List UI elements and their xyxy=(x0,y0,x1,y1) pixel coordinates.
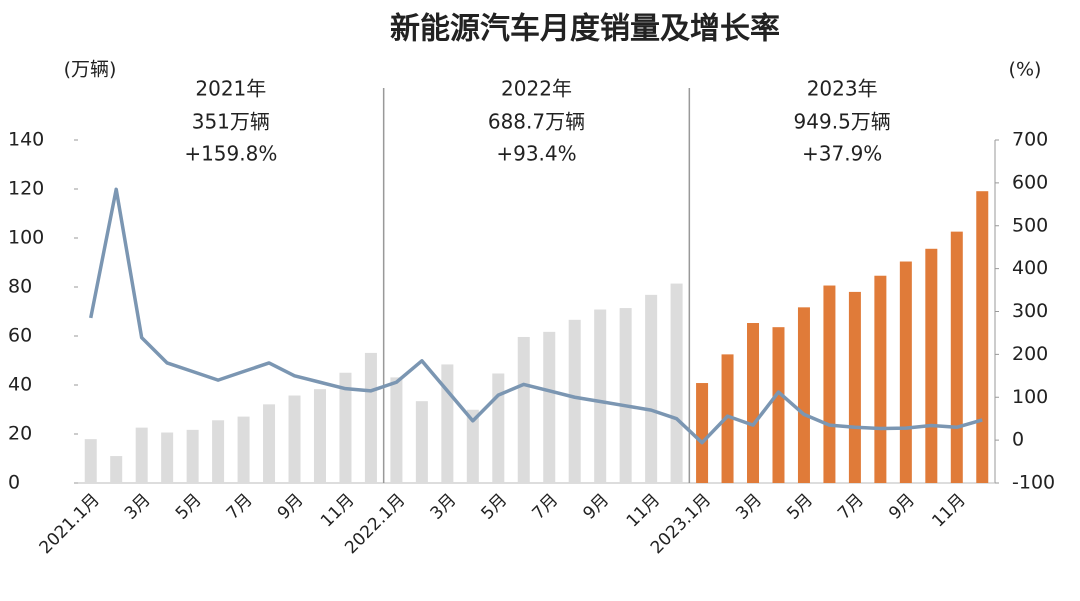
bar xyxy=(568,319,581,483)
bar xyxy=(645,294,658,483)
bar xyxy=(263,404,276,483)
annotation-year: 2021年 xyxy=(195,77,266,101)
x-tick-label: 7月 xyxy=(223,490,257,524)
y-tick-label: 140 xyxy=(8,129,44,151)
chart-title: 新能源汽车月度销量及增长率 xyxy=(390,12,780,47)
x-tick-label: 5月 xyxy=(172,490,206,524)
annotation-total: 351万辆 xyxy=(192,110,270,134)
bar xyxy=(441,364,454,483)
bar xyxy=(212,420,225,483)
bar xyxy=(466,409,479,483)
y2-tick-label: 600 xyxy=(1012,171,1048,193)
bar xyxy=(899,261,912,483)
x-tick-label: 11月 xyxy=(317,490,358,531)
y-tick-label: 100 xyxy=(8,227,44,249)
growth-line xyxy=(89,187,983,445)
x-tick-label: 3月 xyxy=(121,490,155,524)
annotation-growth: +159.8% xyxy=(184,142,277,166)
bar xyxy=(797,307,810,483)
annotation-total: 688.7万辆 xyxy=(488,110,585,134)
x-tick-label: 9月 xyxy=(274,490,308,524)
y-tick-label: 60 xyxy=(8,325,32,347)
y2-tick-label: 200 xyxy=(1012,343,1048,365)
annotation-total: 949.5万辆 xyxy=(794,110,891,134)
y-axis-unit: (万辆) xyxy=(64,59,117,81)
bar xyxy=(288,395,301,483)
bar xyxy=(517,336,530,483)
bar xyxy=(594,309,607,483)
bar xyxy=(186,429,199,483)
y-tick-label: 20 xyxy=(8,423,32,445)
bar xyxy=(135,427,148,483)
bar xyxy=(619,308,632,483)
bar xyxy=(696,383,709,483)
x-tick-label: 7月 xyxy=(834,490,868,524)
bar xyxy=(848,291,861,483)
bar xyxy=(390,377,403,483)
bar xyxy=(313,389,326,483)
y-tick-label: 80 xyxy=(8,276,32,298)
y2-tick-label: 100 xyxy=(1012,386,1048,408)
bar xyxy=(84,439,97,483)
bar xyxy=(543,331,556,483)
bar xyxy=(950,231,963,483)
y2-tick-label: -100 xyxy=(1012,472,1055,494)
x-tick-label: 9月 xyxy=(579,490,613,524)
bar xyxy=(874,275,887,483)
y2-axis-unit: (%) xyxy=(1009,59,1042,81)
bar xyxy=(823,285,836,483)
x-tick-label: 3月 xyxy=(732,490,766,524)
y2-tick-label: 0 xyxy=(1012,429,1024,451)
y2-tick-label: 500 xyxy=(1012,214,1048,236)
bar xyxy=(925,248,938,483)
annotation-year: 2022年 xyxy=(501,77,572,101)
bar xyxy=(772,327,785,483)
x-tick-label: 9月 xyxy=(885,490,919,524)
bar xyxy=(976,191,989,483)
x-tick-label: 2021.1月 xyxy=(36,490,104,558)
bar xyxy=(110,456,123,483)
bar xyxy=(364,352,377,483)
x-tick-label: 11月 xyxy=(928,490,969,531)
x-tick-label: 5月 xyxy=(783,490,817,524)
annotation-year: 2023年 xyxy=(807,77,878,101)
bar xyxy=(670,283,683,483)
annotation-growth: +93.4% xyxy=(496,142,576,166)
bar xyxy=(161,432,174,483)
x-tick-label: 3月 xyxy=(427,490,461,524)
bar xyxy=(492,373,505,483)
y2-tick-label: 300 xyxy=(1012,300,1048,322)
bar xyxy=(415,401,428,483)
y2-tick-label: 700 xyxy=(1012,129,1048,151)
y2-tick-label: 400 xyxy=(1012,257,1048,279)
y-tick-label: 40 xyxy=(8,374,32,396)
bar xyxy=(339,372,352,483)
x-tick-label: 11月 xyxy=(623,490,664,531)
bar xyxy=(721,354,734,483)
bar xyxy=(237,416,250,483)
bar xyxy=(747,323,760,483)
x-tick-label: 5月 xyxy=(478,490,512,524)
annotation-growth: +37.9% xyxy=(802,142,882,166)
y-tick-label: 120 xyxy=(8,178,44,200)
x-tick-label: 7月 xyxy=(528,490,562,524)
y-tick-label: 0 xyxy=(8,472,20,494)
